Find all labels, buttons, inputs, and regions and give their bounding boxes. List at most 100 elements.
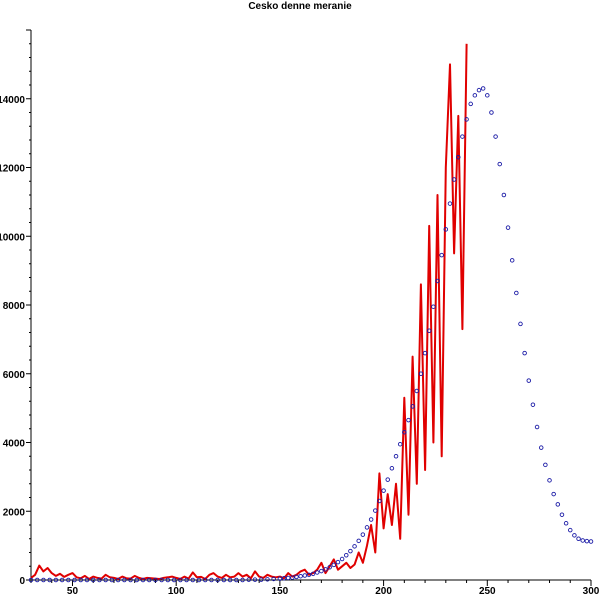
series-point-model: [431, 304, 436, 309]
series-point-model: [97, 577, 102, 583]
series-point-model: [348, 548, 353, 554]
series-point-model: [530, 402, 536, 407]
series-point-model: [234, 577, 239, 583]
series-point-model: [418, 371, 424, 377]
x-tick-label: 200: [375, 586, 392, 597]
plot-area: 0 2000 4000 6000 8000 10000 12000 14000 50 100 150…: [0, 29, 600, 597]
series-point-model: [397, 441, 403, 447]
series-point-model: [34, 577, 40, 583]
series-point-model: [178, 577, 183, 583]
series-point-model: [364, 525, 370, 530]
series-point-model: [202, 577, 208, 583]
series-point-model: [290, 575, 295, 580]
y-tick-label: 2000: [3, 507, 26, 518]
series-point-model: [389, 466, 395, 471]
series-point-model: [522, 350, 527, 356]
series-point-model: [265, 577, 270, 582]
series-point-model: [294, 574, 299, 580]
series-point-model: [103, 577, 108, 583]
series-point-model: [584, 538, 590, 544]
series-point-model: [53, 577, 59, 583]
series-point-model: [146, 577, 152, 583]
series-point-model: [543, 462, 548, 468]
series-point-model: [501, 192, 507, 198]
series-point-model: [443, 227, 449, 232]
series-point-model: [518, 321, 523, 327]
series-point-model: [555, 502, 561, 507]
series-point-model: [41, 577, 46, 583]
series-point-model: [122, 577, 127, 583]
series-point-model: [281, 576, 287, 581]
series-point-model: [381, 488, 386, 493]
series-point-model: [59, 577, 65, 583]
series-point-model: [90, 577, 96, 583]
series-point-model: [159, 577, 164, 583]
series-point-model: [298, 573, 303, 579]
series-point-model: [221, 577, 227, 583]
series-point-model: [153, 577, 158, 583]
series-point-model: [285, 575, 291, 581]
series-point-model: [184, 577, 189, 583]
series-point-model: [576, 536, 581, 542]
series-point-model: [509, 258, 515, 263]
y-tick-label: 12000: [0, 164, 25, 175]
series-point-model: [534, 424, 540, 430]
series-point-model: [171, 577, 177, 583]
series-point-model: [84, 577, 90, 583]
series-point-model: [109, 577, 115, 583]
series-point-model: [227, 577, 233, 583]
series-point-model: [551, 491, 556, 497]
series-point-model: [563, 521, 569, 526]
series-point-model: [368, 517, 374, 522]
series-point-model: [134, 577, 140, 583]
series-point-model: [258, 577, 264, 582]
series-point-model: [547, 478, 552, 483]
series-point-model: [460, 134, 465, 139]
series-point-model: [66, 577, 71, 583]
series-point-model: [456, 154, 461, 160]
series-point-model: [410, 404, 415, 409]
series-point-model: [323, 567, 328, 572]
series-point-model: [339, 556, 345, 562]
series-point-model: [426, 328, 432, 334]
series-point-model: [572, 533, 577, 538]
series-point-model: [526, 378, 532, 383]
series-point-model: [310, 571, 316, 577]
x-tick-label: 100: [168, 586, 185, 597]
series-point-model: [252, 577, 258, 582]
series-point-model: [356, 538, 361, 544]
series-point-model: [451, 177, 457, 182]
y-tick-label: 14000: [0, 95, 25, 106]
x-tick-label: 150: [272, 586, 289, 597]
series-point-model: [352, 544, 357, 549]
y-tick-label: 4000: [3, 439, 26, 450]
series-point-model: [468, 101, 473, 107]
series-point-model: [497, 161, 502, 167]
series-point-model: [377, 498, 382, 504]
y-tick-label: 10000: [0, 232, 25, 243]
y-tick-label: 6000: [3, 370, 26, 381]
series-point-model: [464, 117, 469, 122]
x-tick-label: 250: [479, 586, 496, 597]
series-point-model: [271, 576, 276, 582]
series-point-model: [319, 568, 324, 574]
series-point-model: [115, 577, 121, 583]
series-point-model: [402, 429, 407, 435]
series-point-model: [240, 577, 245, 583]
series-point-model: [28, 577, 34, 583]
series-point-model: [493, 134, 498, 139]
y-tick-label: 8000: [3, 301, 26, 312]
series-point-model: [439, 252, 444, 258]
series-point-model: [246, 577, 252, 582]
series-point-model: [190, 577, 196, 583]
series-point-model: [472, 93, 478, 98]
series-point-model: [306, 572, 312, 578]
series-point-model: [393, 454, 399, 459]
series-point-model: [559, 512, 565, 517]
chart-title: Cesko denne meranie: [248, 1, 352, 12]
series-line-measured: [30, 43, 468, 580]
series-point-model: [489, 110, 494, 115]
series-point-model: [385, 477, 390, 482]
series-point-model: [422, 350, 428, 356]
